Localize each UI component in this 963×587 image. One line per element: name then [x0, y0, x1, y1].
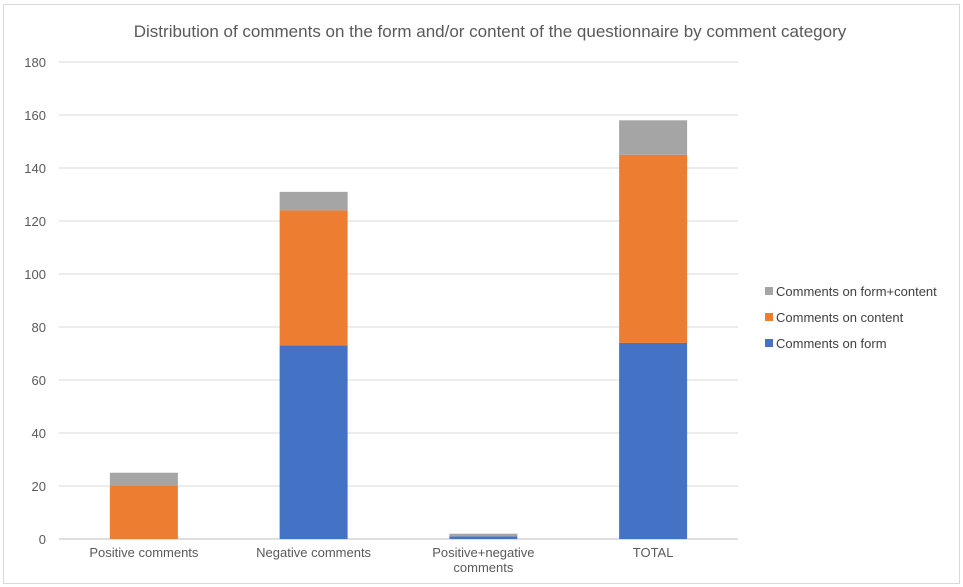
y-tick-label: 100 — [24, 267, 46, 282]
bar-comments-on-content-negative-comments — [279, 210, 348, 346]
bar-comments-on-form-content-total — [619, 120, 688, 155]
y-tick-label: 160 — [24, 108, 46, 123]
legend-swatch-comments-on-form-content — [765, 287, 773, 295]
y-tick-label: 120 — [24, 214, 46, 229]
bar-comments-on-form-total — [619, 342, 688, 539]
legend-label-comments-on-form: Comments on form — [776, 336, 887, 351]
bar-comments-on-form-negative-comments — [279, 345, 348, 539]
bar-comments-on-content-total — [619, 154, 688, 343]
bar-comments-on-form-content-positive-negative-comments — [449, 533, 518, 537]
bar-comments-on-content-positive-comments — [109, 486, 178, 539]
legend-label-comments-on-content: Comments on content — [776, 310, 904, 325]
chart-title: Distribution of comments on the form and… — [134, 22, 847, 41]
y-tick-label: 80 — [32, 320, 46, 335]
bar-comments-on-form-positive-negative-comments — [449, 536, 518, 539]
bar-comments-on-form-content-positive-comments — [109, 472, 178, 486]
y-tick-label: 40 — [32, 426, 46, 441]
y-tick-label: 60 — [32, 373, 46, 388]
x-tick-label: comments — [453, 560, 513, 575]
x-tick-label: Positive+negative — [432, 545, 534, 560]
y-tick-label: 20 — [32, 479, 46, 494]
bar-comments-on-form-content-negative-comments — [279, 191, 348, 211]
x-tick-label: TOTAL — [633, 545, 674, 560]
y-tick-label: 0 — [39, 532, 46, 547]
x-tick-label: Negative comments — [256, 545, 371, 560]
legend-swatch-comments-on-content — [765, 313, 773, 321]
legend-swatch-comments-on-form — [765, 339, 773, 347]
y-tick-label: 180 — [24, 55, 46, 70]
y-tick-label: 140 — [24, 161, 46, 176]
x-tick-label: Positive comments — [89, 545, 199, 560]
legend-label-comments-on-form-content: Comments on form+content — [776, 284, 937, 299]
